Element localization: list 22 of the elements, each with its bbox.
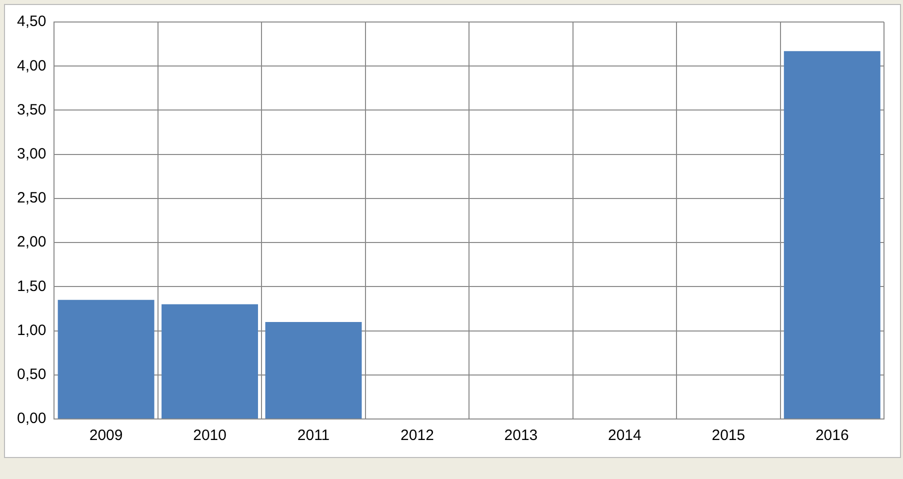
y-tick-label: 2,00 [16, 234, 46, 251]
x-tick-label: 2013 [504, 427, 538, 444]
x-tick-label: 2015 [712, 427, 746, 444]
y-tick-label: 3,00 [16, 145, 46, 162]
x-tick-label: 2014 [608, 427, 642, 444]
y-tick-label: 0,00 [16, 410, 46, 428]
bar [58, 300, 154, 418]
x-tick-label: 2009 [89, 427, 123, 444]
y-tick-label: 1,00 [16, 322, 46, 339]
x-tick-label: 2016 [815, 427, 849, 444]
y-tick-label: 2,50 [16, 190, 46, 207]
bar [162, 304, 258, 418]
x-tick-label: 2011 [297, 427, 330, 444]
y-tick-label: 3,50 [16, 101, 46, 118]
y-tick-label: 4,50 [16, 13, 46, 30]
bar [265, 322, 362, 418]
y-tick-label: 0,50 [16, 366, 46, 384]
bar [784, 51, 880, 418]
y-tick-label: 1,50 [16, 278, 46, 295]
x-tick-label: 2010 [193, 427, 226, 444]
x-tick-label: 2012 [400, 427, 434, 444]
y-tick-label: 4,00 [16, 57, 46, 74]
